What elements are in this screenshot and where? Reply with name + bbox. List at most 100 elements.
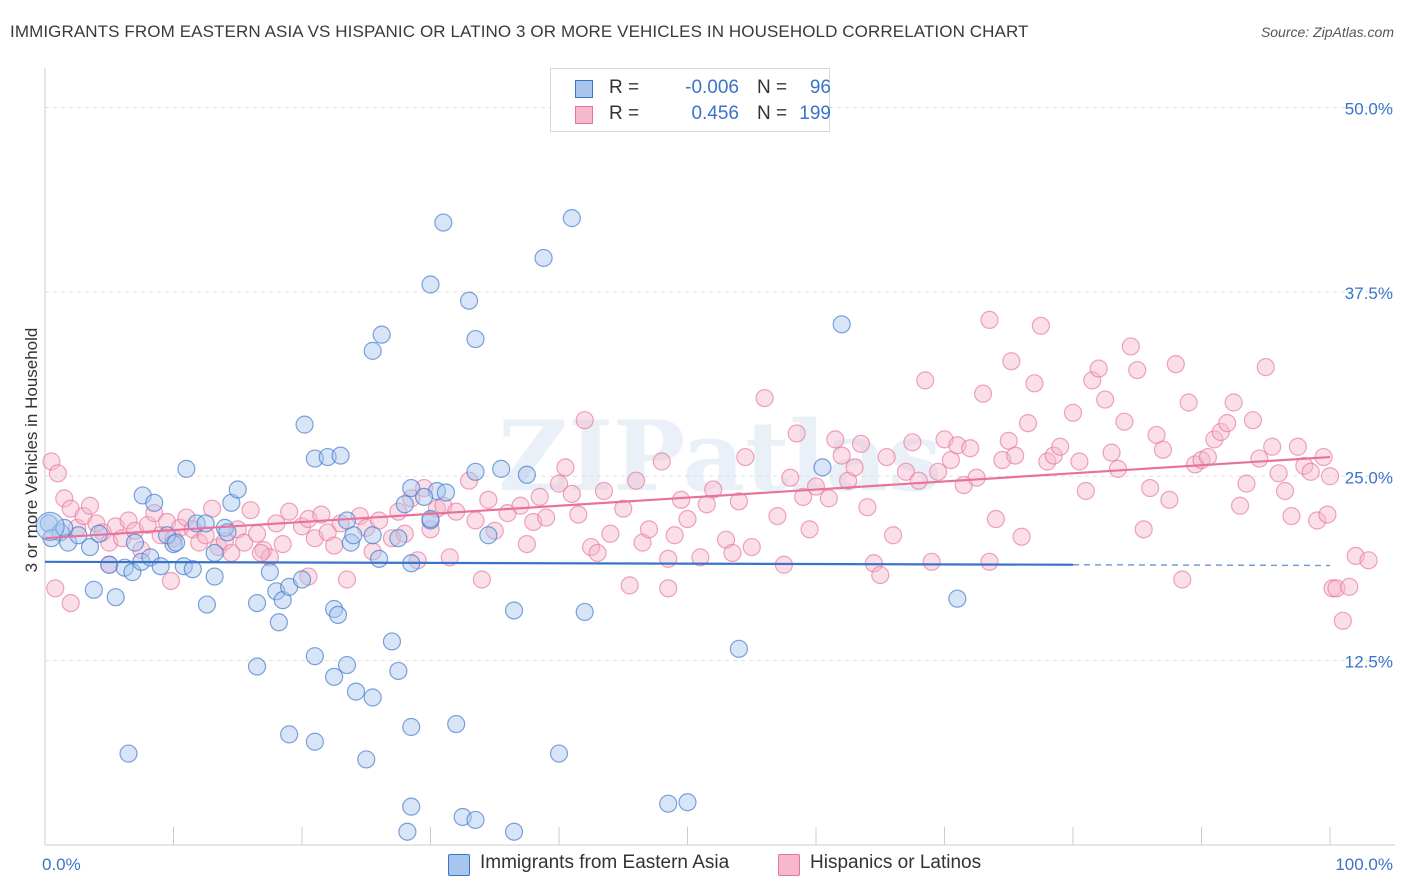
data-point-blue [447,714,466,734]
data-point-pink [973,384,993,403]
trendline-pink [44,455,1331,540]
data-point-blue [466,810,485,830]
data-point-blue [479,526,498,545]
data-point-blue [35,511,65,542]
data-point-pink [1198,447,1218,467]
data-point-blue [305,732,324,751]
data-point-pink [1282,506,1301,526]
data-point-pink [665,526,684,545]
data-point-blue [389,661,408,681]
data-point-pink [1318,505,1337,524]
data-point-pink [549,474,569,493]
data-point-pink [46,579,65,598]
data-point-pink [1333,611,1352,630]
data-point-pink [1230,496,1250,515]
data-point-blue [363,341,382,360]
data-point-blue [205,543,224,563]
data-point-pink [909,471,928,490]
data-point-pink [1108,459,1128,478]
data-point-pink [1160,490,1179,509]
data-point-pink [61,593,80,613]
data-point-pink [659,549,678,568]
data-point-pink [1224,393,1243,412]
y-tick-label: 25.0% [1345,468,1393,487]
data-point-blue [363,688,382,707]
data-point-blue [341,533,360,552]
data-point-blue [177,459,196,478]
data-point-blue [331,446,350,465]
data-point-pink [794,487,813,506]
data-point-pink [1031,316,1050,335]
data-point-blue [436,483,456,502]
data-point-pink [986,509,1006,529]
data-point-blue [398,822,417,841]
data-point-pink [1320,467,1340,486]
data-point-blue [395,495,414,514]
data-point-pink [1256,358,1275,377]
data-point-pink [1218,414,1237,433]
data-point-pink [1070,452,1089,471]
data-point-pink [119,511,138,530]
data-point-pink [337,570,357,589]
data-point-blue [346,682,366,701]
data-point-pink [742,537,761,557]
data-point-blue [260,563,279,582]
data-point-blue [295,415,314,434]
data-point-blue [575,602,594,622]
data-point-pink [928,462,948,481]
data-point-blue [459,291,479,310]
data-point-pink [1173,570,1192,589]
data-point-pink [1025,374,1044,393]
data-point-pink [325,536,344,555]
data-point-pink [479,490,498,509]
data-point-pink [1089,359,1108,378]
data-point-pink [787,424,806,443]
data-point-blue [80,537,100,557]
data-point-pink [241,501,260,520]
data-point-pink [562,484,581,504]
data-point-blue [269,613,288,632]
data-point-pink [1051,437,1070,456]
data-point-blue [534,248,553,268]
data-point-blue [402,797,421,816]
data-point-blue [59,533,78,552]
data-point-blue [106,588,125,607]
data-point-pink [980,310,999,329]
chart-title: IMMIGRANTS FROM EASTERN ASIA VS HISPANIC… [10,22,1029,41]
data-point-blue [228,480,247,499]
legend-n-label: N = [757,77,788,98]
data-point-blue [832,315,851,334]
data-point-blue [729,639,749,658]
data-point-pink [48,464,67,483]
data-point-blue [292,570,312,589]
legend-r-label: R = [609,77,640,98]
correlation-legend: R = -0.006 N = 96 R = 0.456 N = 199 [550,68,831,132]
x-tick-label: 0.0% [42,855,81,874]
data-point-blue [363,526,382,545]
y-tick-label: 37.5% [1345,284,1393,303]
data-point-blue [659,794,678,813]
data-point-blue [434,213,453,232]
data-point-pink [1179,393,1198,412]
data-point-blue [305,647,324,666]
data-point-pink [781,468,800,487]
data-point-pink [594,481,614,501]
x-tick-label: 100.0% [1335,855,1393,874]
data-point-blue [145,493,164,512]
data-point-pink [980,552,999,571]
data-point-blue [466,462,485,481]
data-point-pink [736,447,755,467]
data-point-pink [826,430,845,449]
data-point-pink [614,499,633,518]
legend-n-value: 96 [809,77,831,98]
data-point-blue [328,605,348,625]
data-point-pink [819,489,838,508]
data-point-pink [1063,403,1083,422]
data-point-pink [639,520,659,539]
data-point-blue [414,487,434,506]
data-point-pink [466,511,485,530]
bottom-legend-eastern-asia: Immigrants from Eastern Asia [448,852,758,878]
data-point-blue [549,744,569,763]
data-point-pink [671,490,691,509]
data-point-blue [504,822,524,841]
